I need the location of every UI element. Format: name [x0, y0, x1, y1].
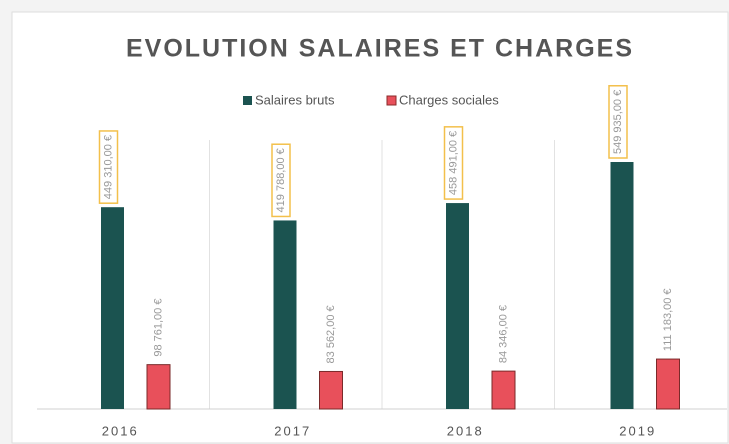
value-label: 83 562,00 €: [325, 305, 337, 363]
chart-area: [11, 11, 729, 444]
value-label-box: [608, 85, 628, 159]
legend-swatch: [386, 95, 397, 106]
value-label: 549 935,00 €: [612, 90, 624, 154]
bar: [273, 220, 297, 409]
value-label: 449 310,00 €: [102, 135, 114, 199]
bar: [146, 364, 171, 410]
x-tick-label: 2019: [619, 423, 656, 438]
legend-label: Salaires bruts: [255, 92, 335, 107]
bar: [101, 207, 124, 409]
value-label-box: [98, 130, 119, 204]
x-tick-label: 2016: [102, 423, 139, 438]
value-label-box: [443, 126, 464, 200]
value-label: 84 346,00 €: [497, 305, 509, 363]
value-label: 111 183,00 €: [662, 288, 674, 351]
value-label-box: [271, 143, 291, 218]
bar: [610, 162, 634, 409]
value-label: 419 788,00 €: [275, 148, 287, 212]
bar: [446, 203, 469, 409]
bar: [491, 370, 516, 410]
bar: [656, 358, 680, 410]
x-tick-label: 2018: [447, 423, 484, 438]
chart-title: EVOLUTION SALAIRES ET CHARGES: [126, 35, 634, 63]
value-label: 98 761,00 €: [152, 299, 164, 357]
x-tick-label: 2017: [274, 423, 311, 438]
legend-label: Charges sociales: [399, 92, 499, 107]
legend-swatch: [243, 96, 252, 105]
bar: [319, 370, 343, 410]
value-label: 458 491,00 €: [447, 131, 459, 195]
